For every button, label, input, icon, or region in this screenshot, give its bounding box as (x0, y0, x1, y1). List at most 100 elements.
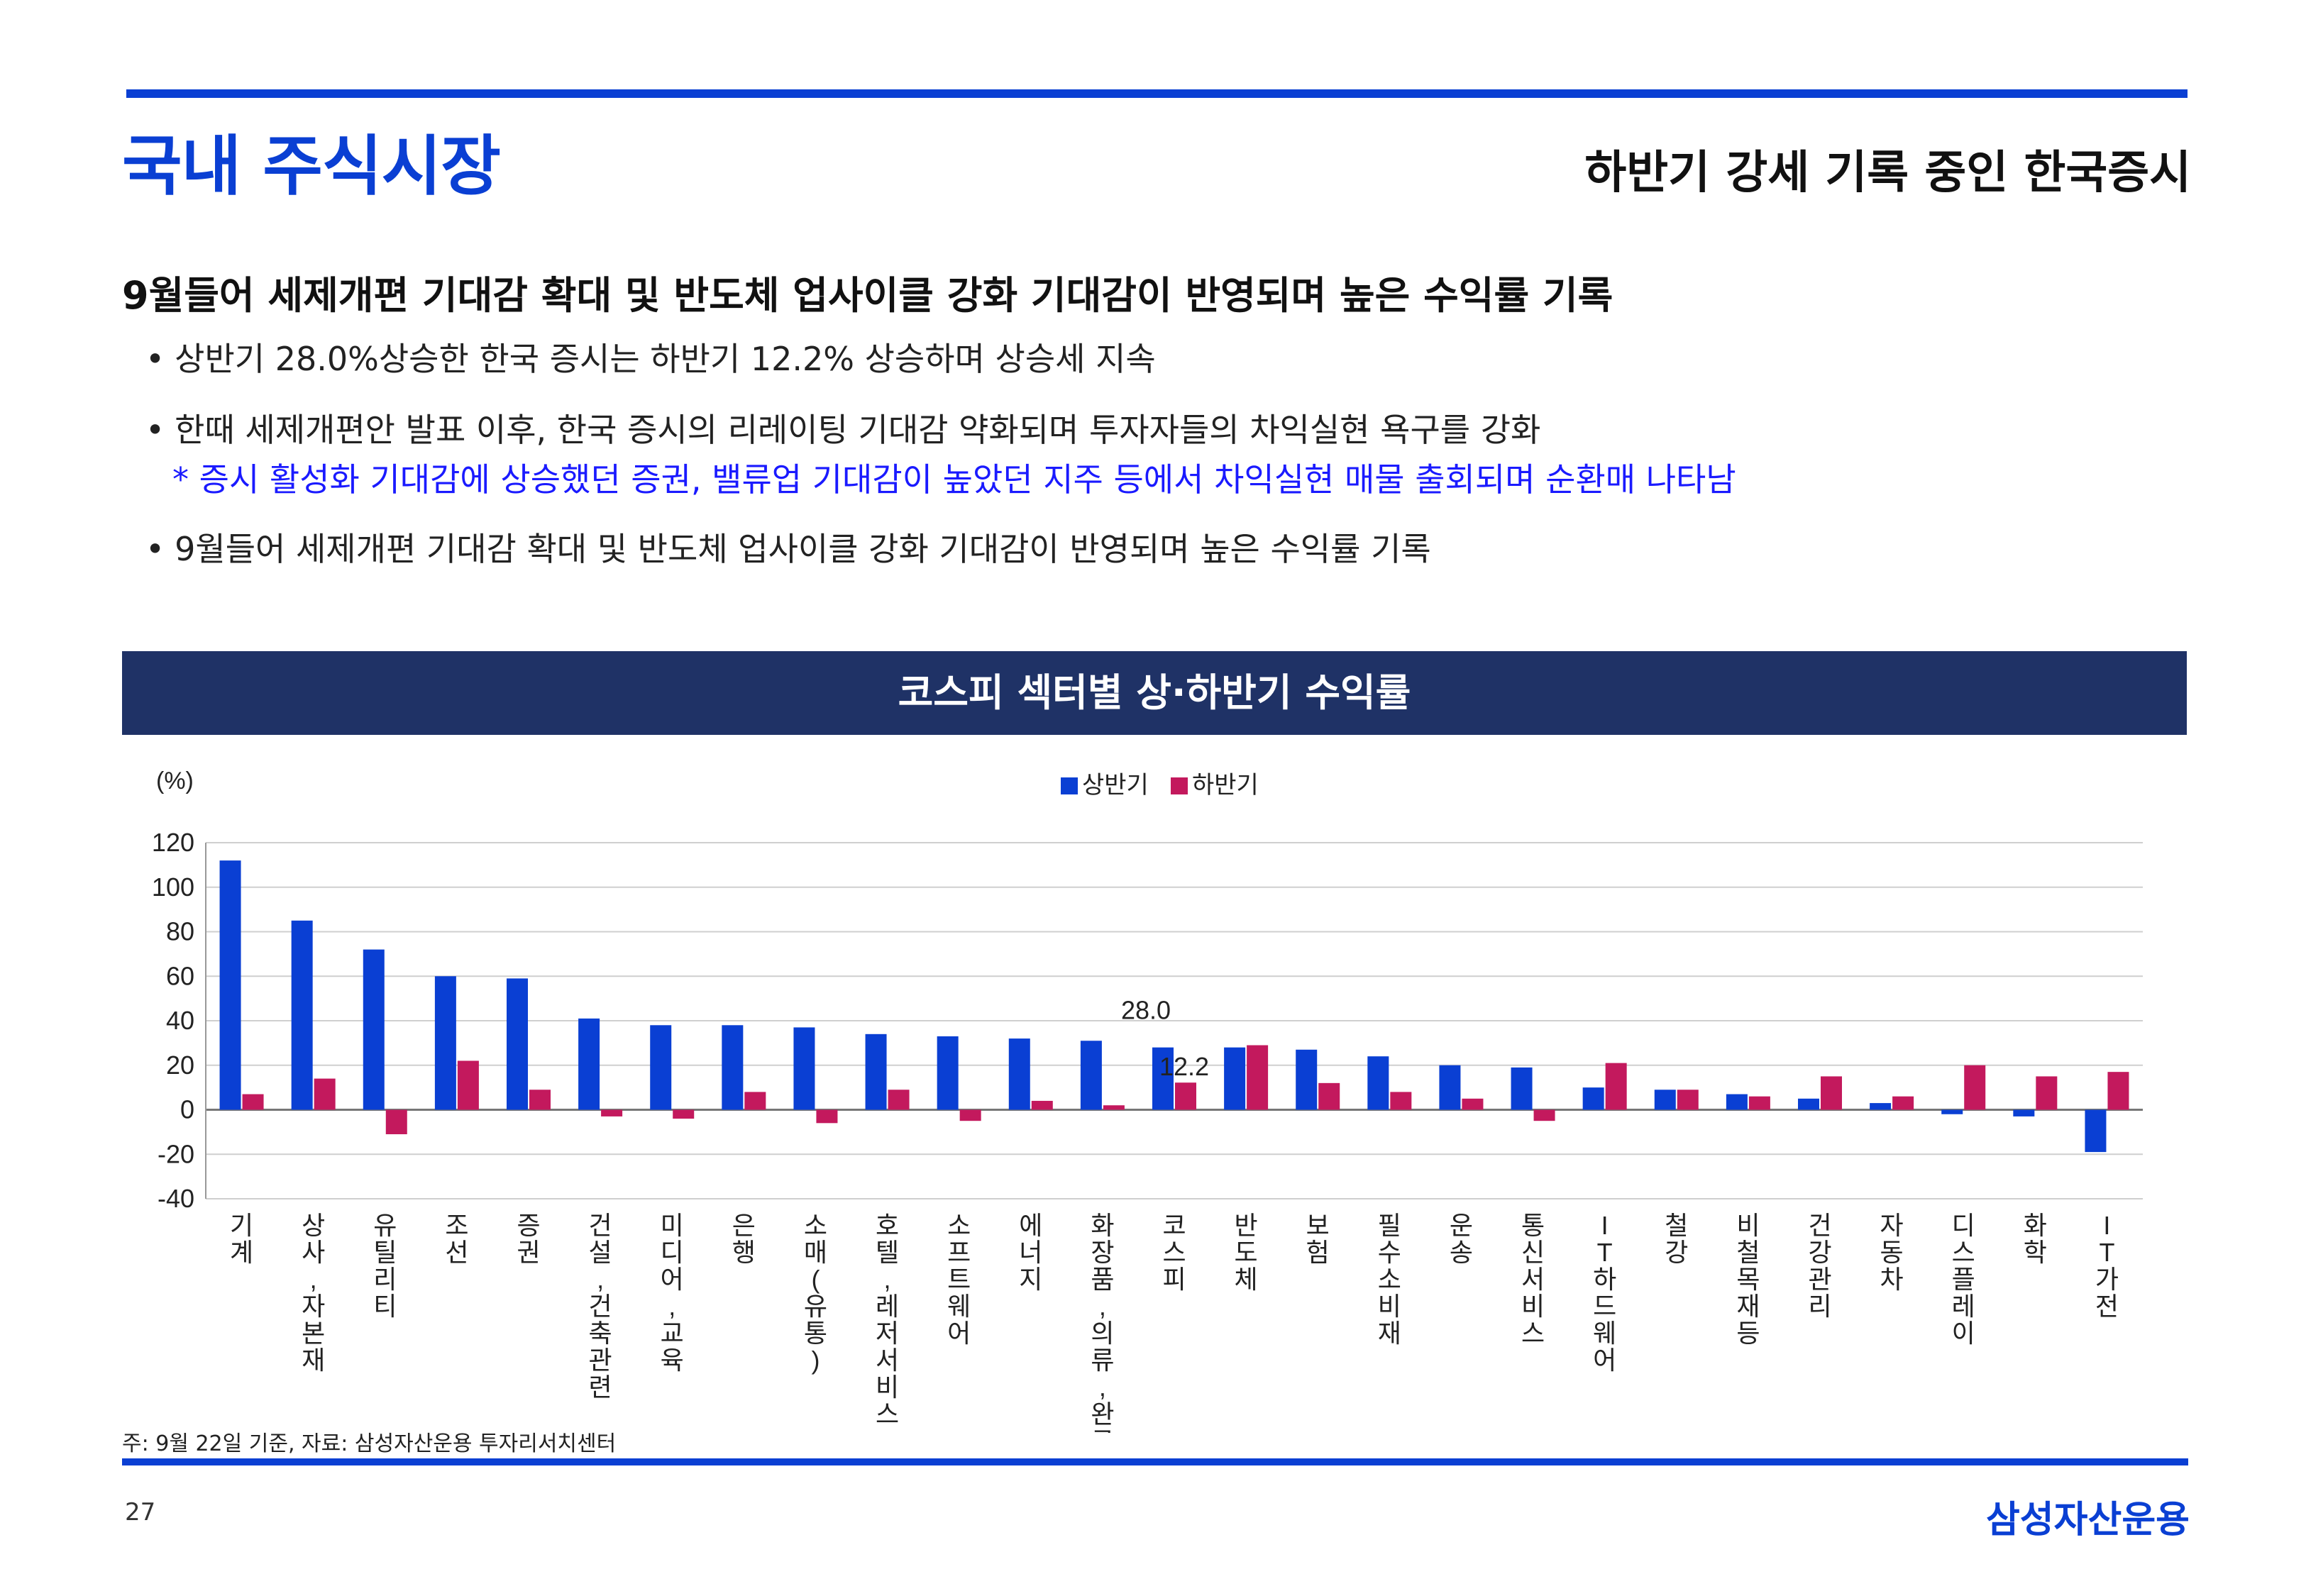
y-tick-label: 0 (180, 1095, 194, 1124)
bar-second-half (529, 1090, 551, 1110)
bar-first-half (1152, 1047, 1174, 1110)
legend-label: 하반기 (1192, 772, 1259, 799)
bullet-item-2: • 한때 세제개편안 발표 이후, 한국 증시의 리레이팅 기대감 약화되며 투자… (145, 404, 1540, 451)
legend-swatch (1171, 777, 1188, 794)
bar-first-half (2013, 1109, 2035, 1116)
legend-label: 상반기 (1082, 772, 1149, 799)
bar-first-half (1080, 1041, 1102, 1110)
bar-first-half (1870, 1103, 1892, 1110)
bar-second-half (1103, 1105, 1125, 1110)
bar-second-half (1318, 1082, 1340, 1110)
bar-first-half (1726, 1094, 1748, 1110)
y-tick-label: 60 (166, 961, 194, 990)
headline: 9월들어 세제개편 기대감 확대 및 반도체 업사이클 강화 기대감이 반영되며… (122, 273, 1613, 318)
bar-second-half (1605, 1063, 1627, 1110)
bar-second-half (1247, 1045, 1269, 1110)
bar-first-half (434, 976, 456, 1110)
bar-second-half (314, 1078, 336, 1110)
bar-second-half (1462, 1098, 1484, 1110)
bar-first-half (507, 978, 528, 1110)
bar-second-half (673, 1109, 695, 1119)
bullet-text: 9월들어 세제개편 기대감 확대 및 반도체 업사이클 강화 기대감이 반영되며… (175, 530, 1431, 568)
bullet-text: 상반기 28.0%상승한 한국 증시는 하반기 12.2% 상승하며 상승세 지… (175, 340, 1156, 378)
legend-swatch (1061, 777, 1078, 794)
bar-second-half (457, 1060, 479, 1110)
y-tick-label: 40 (166, 1006, 194, 1035)
page-number: 27 (125, 1498, 156, 1526)
y-tick-label: 80 (166, 917, 194, 946)
bar-first-half (650, 1025, 672, 1110)
bar-first-half (1367, 1056, 1389, 1110)
bar-second-half (2107, 1072, 2129, 1110)
bar-first-half (865, 1033, 887, 1110)
bar-second-half (1533, 1109, 1555, 1121)
bar-second-half (816, 1109, 838, 1124)
bar-first-half (363, 949, 385, 1110)
bar-second-half (242, 1094, 264, 1110)
bar-second-half (1175, 1082, 1196, 1110)
bar-first-half (2085, 1109, 2107, 1153)
bar-first-half (937, 1036, 959, 1110)
y-axis-label: (%) (156, 767, 194, 794)
bar-second-half (601, 1109, 623, 1116)
bar-first-half (1008, 1038, 1030, 1110)
data-label: 28.0 (1121, 996, 1171, 1025)
y-tick-label: -20 (158, 1139, 194, 1168)
bar-first-half (1439, 1065, 1461, 1110)
bar-second-half (385, 1109, 407, 1135)
bullet-item-3: • 9월들어 세제개편 기대감 확대 및 반도체 업사이클 강화 기대감이 반영되… (145, 523, 1431, 570)
category-label: 화장품,의류,완구 (1091, 1211, 1114, 1433)
bullet-item-1: • 상반기 28.0%상승한 한국 증시는 하반기 12.2% 상승하며 상승세 … (145, 333, 1156, 380)
y-tick-label: 120 (152, 828, 194, 857)
data-label: 12.2 (1159, 1052, 1209, 1081)
bar-first-half (793, 1027, 815, 1110)
bar-second-half (1821, 1076, 1842, 1110)
bar-second-half (888, 1090, 910, 1110)
category-label: 소 매(유 통) (804, 1211, 827, 1375)
page-title: 국내 주식시장 (122, 128, 501, 204)
page-subtitle: 하반기 강세 기록 중인 한국증시 (1584, 147, 2191, 199)
bullet-dot: • (145, 340, 165, 378)
bar-second-half (959, 1109, 981, 1121)
bar-second-half (1390, 1092, 1412, 1110)
footnote: 주: 9월 22일 기준, 자료: 삼성자산운용 투자리서치센터 (122, 1431, 617, 1456)
bullet-dot: • (145, 530, 165, 568)
bar-first-half (1224, 1047, 1246, 1110)
bar-first-half (722, 1025, 744, 1110)
y-tick-label: 20 (166, 1051, 194, 1080)
y-tick-label: -40 (158, 1184, 194, 1213)
bar-second-half (2036, 1076, 2058, 1110)
bar-first-half (1798, 1098, 1819, 1110)
note-text: * 증시 활성화 기대감에 상승했던 증권, 밸류업 기대감이 높았던 지주 등… (172, 460, 1736, 499)
bar-second-half (1892, 1096, 1914, 1110)
bar-second-half (744, 1092, 766, 1110)
y-tick-label: 100 (152, 872, 194, 902)
top-rule (126, 89, 2188, 98)
bar-second-half (1677, 1090, 1699, 1110)
bar-second-half (1748, 1096, 1770, 1110)
brand-logo: 삼성자산운용 (1985, 1499, 2190, 1541)
